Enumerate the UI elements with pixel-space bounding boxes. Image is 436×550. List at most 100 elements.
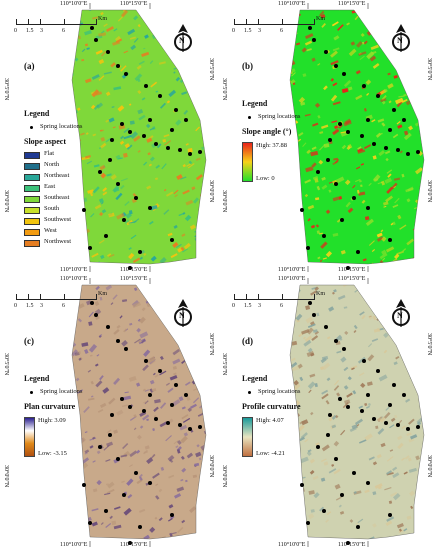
spring-location-point	[376, 94, 380, 98]
spring-location-point	[128, 541, 132, 545]
spring-location-point	[134, 196, 138, 200]
north-arrow-icon	[174, 299, 192, 327]
spring-location-point	[362, 359, 366, 363]
spring-location-point	[416, 425, 420, 429]
right-coord-2: 30°0'0"N	[208, 180, 214, 203]
spring-location-point	[98, 170, 102, 174]
spring-location-point	[148, 393, 152, 397]
spring-location-point	[376, 369, 380, 373]
layer-title: Plan curvature	[24, 402, 76, 411]
spring-location-point	[170, 238, 174, 242]
left-coord-2: 30°0'0"N	[221, 465, 227, 488]
map-panel-a: 110°10'0"E 110°15'0"E 110°10'0"E 110°15'0"E…	[0, 0, 218, 275]
aspect-class-label: West	[44, 227, 57, 234]
panel-label: (a)	[24, 61, 35, 71]
spring-location-point	[338, 122, 342, 126]
spring-location-point	[342, 347, 346, 351]
layer-title: Slope aspect	[24, 137, 66, 146]
right-coord-1: 30°5'0"N	[426, 333, 432, 356]
scale-tick-label: 3	[40, 28, 43, 34]
scale-tick-label: 1.5	[26, 303, 34, 309]
north-arrow-label: N	[397, 311, 403, 320]
spring-location-point	[178, 423, 182, 427]
aspect-class-label: East	[44, 183, 56, 190]
spring-location-point	[166, 146, 170, 150]
spring-location-point	[300, 208, 304, 212]
spring-location-point	[90, 301, 94, 305]
right-coord-2: 30°0'0"N	[426, 455, 432, 478]
bottom-coord-2: 110°15'0"E	[120, 542, 148, 548]
spring-location-point	[366, 206, 370, 210]
spring-location-point	[82, 208, 86, 212]
scale-unit: Km	[98, 16, 107, 22]
layer-title: Slope angle (°)	[242, 127, 292, 136]
bottom-coord-2: 110°15'0"E	[120, 267, 148, 273]
spring-location-point	[170, 513, 174, 517]
bottom-coord-2: 110°15'0"E	[338, 542, 366, 548]
panel-label: (c)	[24, 336, 34, 346]
spring-location-point	[106, 50, 110, 54]
scale-unit: Km	[316, 16, 325, 22]
map-panel-b: 110°10'0"E 110°15'0"E 110°10'0"E 110°15'0"E…	[218, 0, 436, 275]
aspect-class-label: Northeast	[44, 172, 70, 179]
spring-location-point	[328, 138, 332, 142]
spring-location-point	[334, 457, 338, 461]
spring-location-point	[108, 158, 112, 162]
spring-location-point	[122, 218, 126, 222]
spring-location-point	[198, 150, 202, 154]
spring-location-point	[198, 425, 202, 429]
spring-location-point	[116, 64, 120, 68]
aspect-swatch	[24, 174, 40, 181]
aspect-class-label: South	[44, 205, 60, 212]
scale-tick-label: 6	[62, 303, 65, 309]
spring-location-point	[174, 108, 178, 112]
color-ramp	[242, 142, 253, 182]
spring-location-point	[188, 427, 192, 431]
spring-location-point	[148, 118, 152, 122]
spring-location-point	[110, 138, 114, 142]
scale-tick-label: 0	[232, 28, 235, 34]
spring-location-point	[88, 521, 92, 525]
spring-location-point	[142, 409, 146, 413]
aspect-swatch	[24, 152, 40, 159]
spring-location-point	[94, 313, 98, 317]
aspect-swatch	[24, 163, 40, 170]
spring-location-point	[352, 471, 356, 475]
ramp-low-label: Low: 0	[256, 175, 275, 182]
scale-bar	[234, 293, 315, 300]
ramp-high-label: High: 37.88	[256, 142, 288, 149]
ramp-low-label: Low: -4.21	[256, 450, 285, 457]
map-raster-c	[71, 278, 207, 547]
spring-location-point	[300, 483, 304, 487]
spring-location-point	[416, 150, 420, 154]
spring-location-point	[94, 38, 98, 42]
scale-unit: Km	[316, 291, 325, 297]
legend-spring-label: Spring locations	[258, 113, 301, 120]
spring-location-point	[316, 170, 320, 174]
spring-location-point	[362, 84, 366, 88]
scale-bar	[16, 18, 97, 25]
legend-title: Legend	[24, 374, 50, 383]
scale-tick-label: 3	[258, 28, 261, 34]
spring-location-point	[124, 72, 128, 76]
spring-location-point	[388, 513, 392, 517]
scale-tick-label: 0	[14, 28, 17, 34]
map-raster-d	[289, 278, 425, 547]
scale-bar	[234, 18, 315, 25]
spring-location-point	[316, 445, 320, 449]
spring-location-point	[170, 128, 174, 132]
right-coord-1: 30°5'0"N	[208, 333, 214, 356]
legend-spring-label: Spring locations	[258, 388, 301, 395]
spring-location-point	[138, 250, 142, 254]
spring-location-point	[322, 234, 326, 238]
spring-location-point	[366, 393, 370, 397]
top-coord-1: 110°10'0"E	[278, 1, 306, 7]
north-arrow-label: N	[397, 36, 403, 45]
left-coord-1: 30°5'0"N	[221, 78, 227, 101]
spring-location-point	[134, 471, 138, 475]
panel-label: (b)	[242, 61, 253, 71]
left-coord-2: 30°0'0"N	[221, 190, 227, 213]
spring-location-point	[116, 182, 120, 186]
spring-location-point	[346, 130, 350, 134]
spring-location-point	[148, 206, 152, 210]
